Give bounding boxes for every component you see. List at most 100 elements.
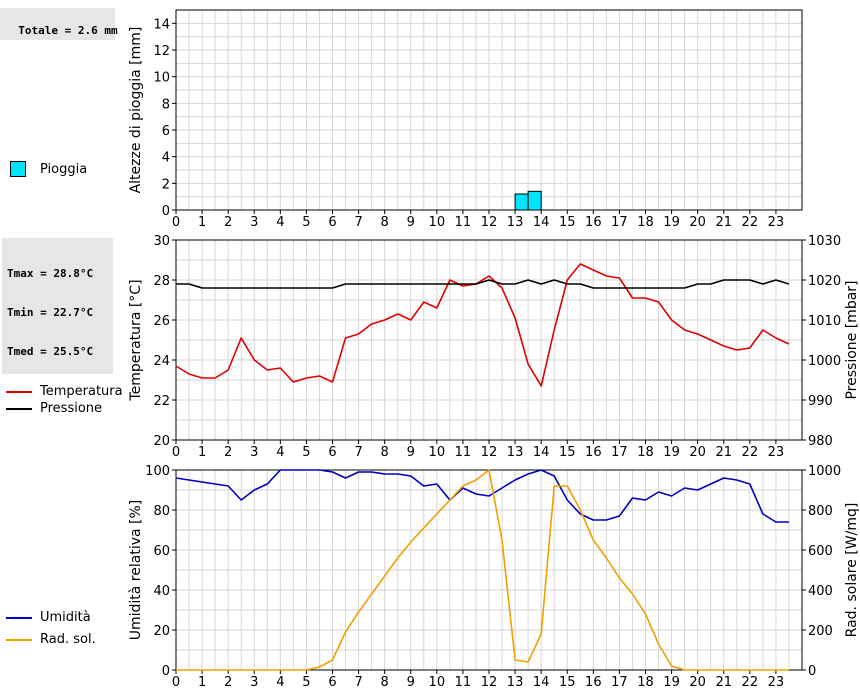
- x-tick-label: 14: [533, 445, 550, 460]
- x-tick-label: 16: [585, 445, 602, 460]
- rain-total-box: Totale = 2.6 mm: [0, 8, 118, 40]
- x-tick-label: 22: [742, 445, 759, 460]
- legend-temperature-label: Temperatura: [40, 384, 123, 399]
- y-tick-label: 40: [153, 584, 170, 599]
- x-tick-label: 9: [407, 445, 415, 460]
- x-tick-label: 10: [429, 445, 446, 460]
- tmax-label: Tmax = 28.8°C: [7, 267, 94, 280]
- y2-axis-label: Pressione [mbar]: [844, 280, 860, 399]
- y2-tick-label: 600: [808, 544, 833, 559]
- x-tick-label: 1: [198, 215, 206, 230]
- x-tick-label: 21: [715, 445, 732, 460]
- y-tick-label: 60: [153, 544, 170, 559]
- y2-axis-label: Rad. solare [W/mq]: [844, 503, 860, 638]
- x-tick-label: 1: [198, 675, 206, 690]
- x-tick-label: 8: [381, 445, 389, 460]
- x-tick-label: 23: [768, 675, 785, 690]
- x-tick-label: 4: [276, 215, 284, 230]
- y-tick-label: 100: [145, 464, 170, 479]
- y-tick-label: 30: [153, 234, 170, 249]
- y2-tick-label: 1020: [808, 274, 841, 289]
- x-tick-label: 17: [611, 445, 628, 460]
- y2-tick-label: 990: [808, 394, 833, 409]
- y-tick-label: 8: [162, 97, 170, 112]
- y-axis-label: Temperatura [°C]: [128, 279, 144, 401]
- x-tick-label: 0: [172, 675, 180, 690]
- chart-panel-1: [172, 239, 806, 444]
- y-tick-label: 80: [153, 504, 170, 519]
- x-tick-label: 15: [559, 215, 576, 230]
- x-tick-label: 15: [559, 675, 576, 690]
- rain-bar: [514, 193, 529, 211]
- x-tick-label: 6: [328, 215, 336, 230]
- x-tick-label: 3: [250, 445, 258, 460]
- x-tick-label: 5: [302, 215, 310, 230]
- legend-rain-label: Pioggia: [40, 161, 88, 177]
- x-tick-label: 23: [768, 445, 785, 460]
- x-tick-label: 5: [302, 675, 310, 690]
- solar-swatch: [6, 638, 32, 641]
- y2-tick-label: 800: [808, 504, 833, 519]
- y-tick-label: 0: [162, 204, 170, 219]
- y-tick-label: 10: [153, 71, 170, 86]
- x-tick-label: 16: [585, 215, 602, 230]
- x-tick-label: 2: [224, 215, 232, 230]
- legend-humidity: Umidità: [6, 610, 91, 625]
- x-tick-label: 19: [663, 675, 680, 690]
- y-axis-label: Altezze di pioggia [mm]: [128, 27, 144, 194]
- x-tick-label: 18: [637, 215, 654, 230]
- x-tick-label: 3: [250, 215, 258, 230]
- temperature-swatch: [6, 390, 32, 393]
- series-line-temperatura: [175, 263, 790, 387]
- chart-panel-2: [172, 469, 806, 674]
- legend-solar-label: Rad. sol.: [40, 632, 96, 647]
- x-tick-label: 20: [689, 675, 706, 690]
- x-tick-label: 10: [429, 675, 446, 690]
- y2-tick-label: 0: [808, 664, 816, 679]
- x-tick-label: 4: [276, 445, 284, 460]
- y-tick-label: 24: [153, 354, 170, 369]
- x-tick-label: 16: [585, 675, 602, 690]
- x-tick-label: 2: [224, 675, 232, 690]
- y-tick-label: 12: [153, 44, 170, 59]
- series-line-pressione: [176, 279, 790, 289]
- x-tick-label: 19: [663, 445, 680, 460]
- chart-panel-0: [172, 9, 803, 214]
- rain-bar: [527, 190, 542, 211]
- y-tick-label: 6: [162, 124, 170, 139]
- x-tick-label: 18: [637, 675, 654, 690]
- legend-humidity-label: Umidità: [40, 610, 91, 625]
- tmin-label: Tmin = 22.7°C: [7, 306, 94, 319]
- x-tick-label: 13: [507, 445, 524, 460]
- x-tick-label: 11: [455, 215, 472, 230]
- x-tick-label: 20: [689, 215, 706, 230]
- legend-temperature: Temperatura: [6, 384, 123, 399]
- x-tick-label: 8: [381, 215, 389, 230]
- x-tick-label: 23: [768, 215, 785, 230]
- series-line-umidit-: [175, 469, 789, 523]
- x-tick-label: 9: [407, 215, 415, 230]
- pressure-swatch: [6, 407, 32, 410]
- x-tick-label: 0: [172, 445, 180, 460]
- rain-total-label: Totale = 2.6 mm: [18, 24, 118, 37]
- humidity-swatch: [6, 616, 32, 619]
- y-tick-label: 4: [162, 151, 170, 166]
- x-tick-label: 15: [559, 445, 576, 460]
- x-tick-label: 19: [663, 215, 680, 230]
- x-tick-label: 11: [455, 445, 472, 460]
- legend-rain: Pioggia: [10, 161, 87, 177]
- y-tick-label: 14: [153, 17, 170, 32]
- y-tick-label: 22: [153, 394, 170, 409]
- y-tick-label: 26: [153, 314, 170, 329]
- x-tick-label: 14: [533, 675, 550, 690]
- x-tick-label: 8: [381, 675, 389, 690]
- y-tick-label: 0: [162, 664, 170, 679]
- legend-pressure: Pressione: [6, 401, 102, 416]
- x-tick-label: 17: [611, 675, 628, 690]
- x-tick-label: 7: [354, 215, 362, 230]
- x-tick-label: 12: [481, 675, 498, 690]
- y2-tick-label: 1010: [808, 314, 841, 329]
- x-tick-label: 12: [481, 215, 498, 230]
- tmed-label: Tmed = 25.5°C: [7, 345, 94, 358]
